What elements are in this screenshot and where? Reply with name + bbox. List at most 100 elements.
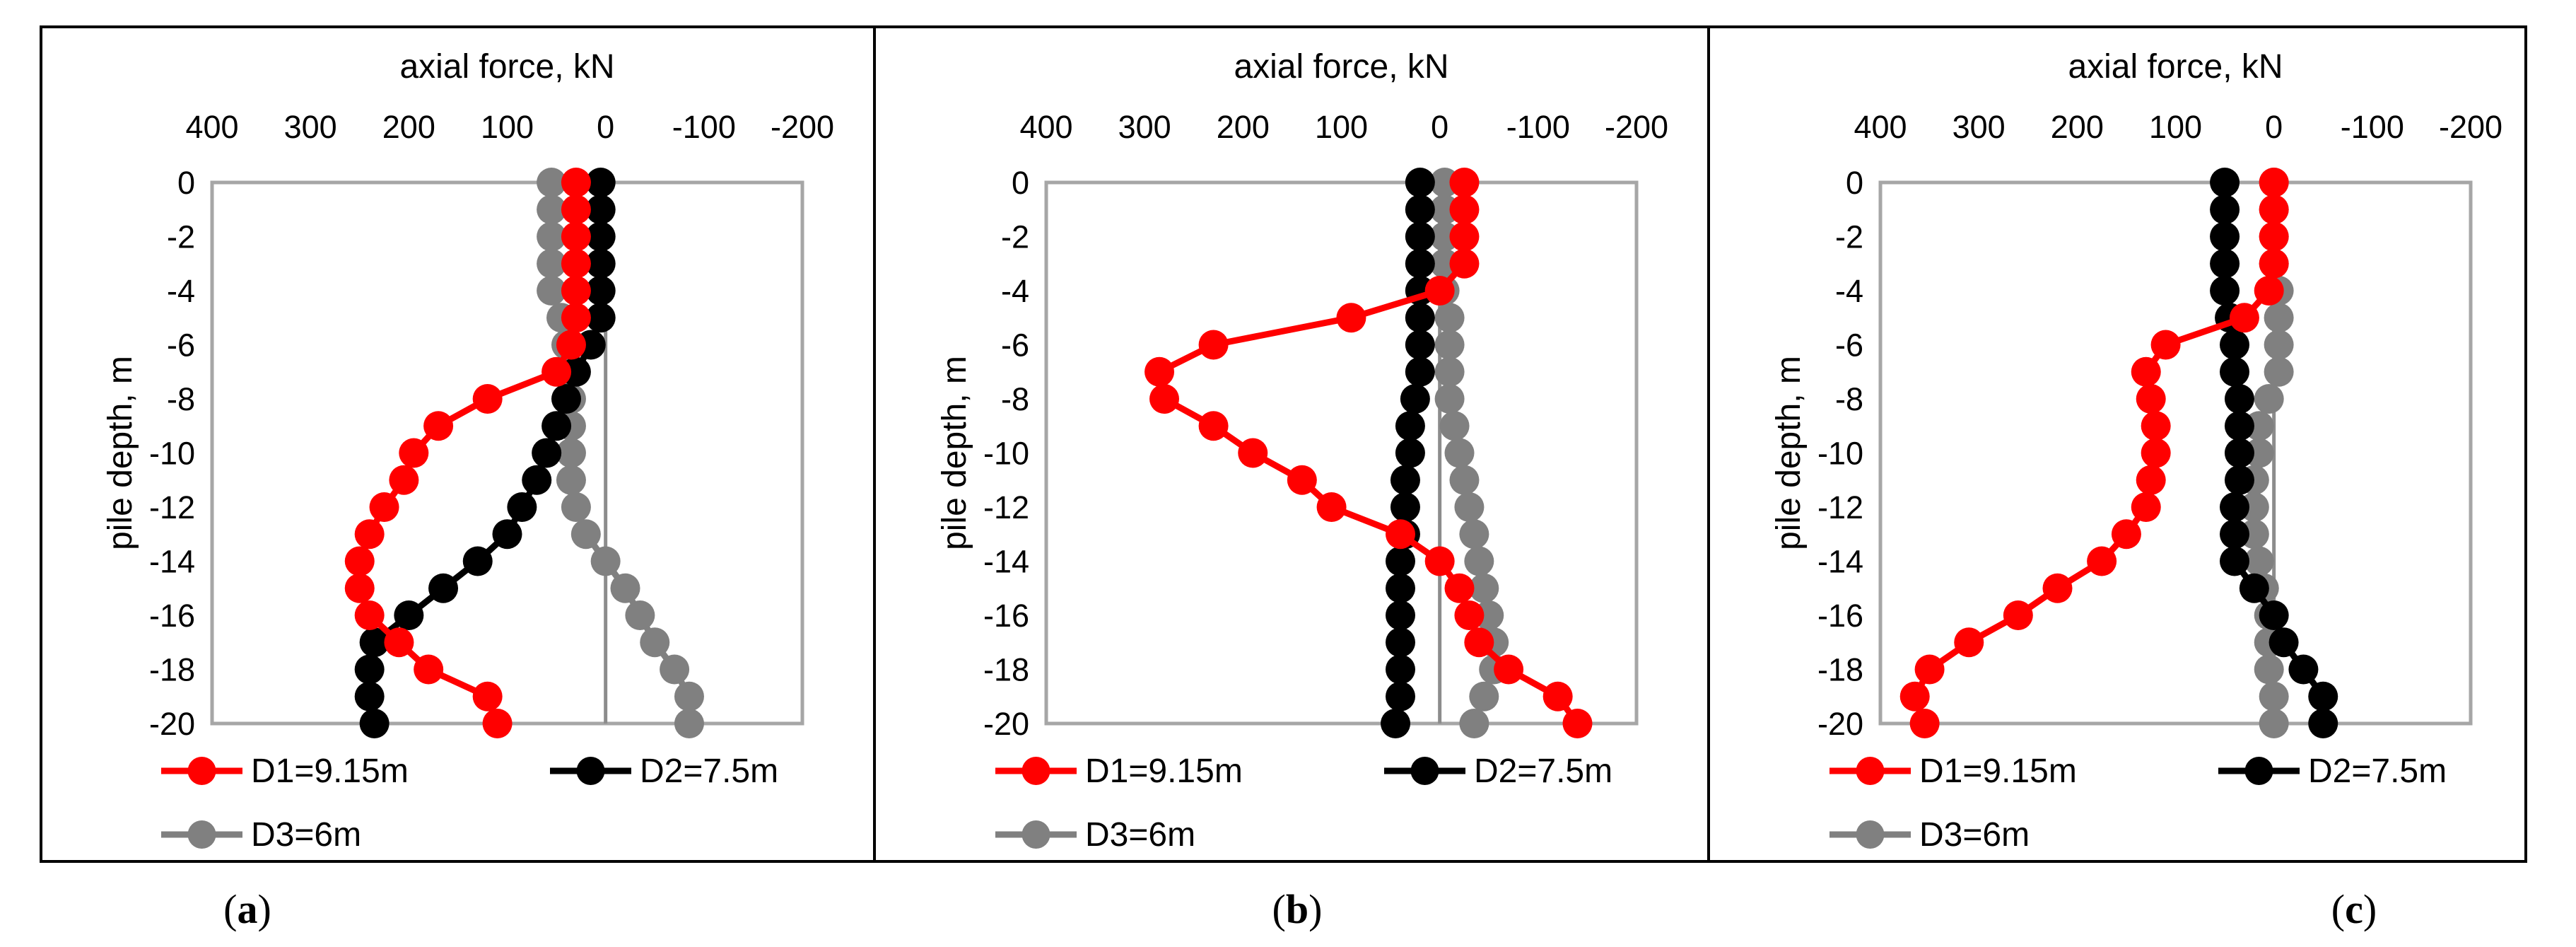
data-point [2210, 168, 2240, 197]
data-point [2210, 276, 2240, 306]
data-point [2224, 411, 2254, 441]
data-point [674, 681, 704, 711]
y-tick-label: -2 [1835, 219, 1863, 255]
data-point [2239, 573, 2269, 603]
legend-entry: D3=6m [995, 816, 1195, 854]
x-tick-label: -100 [1506, 109, 1570, 145]
data-point [1434, 384, 1465, 414]
y-tick-label: -20 [983, 706, 1029, 742]
legend-entry: D1=9.15m [1829, 753, 2077, 790]
caption-open: ( [1272, 886, 1286, 932]
data-point [1424, 276, 1455, 306]
data-point [1381, 709, 1411, 738]
y-tick-label: -14 [149, 544, 195, 580]
data-point [537, 194, 567, 225]
y-tick-label: -20 [149, 706, 195, 742]
data-point [1494, 654, 1524, 685]
data-point [2131, 492, 2161, 522]
data-point [1386, 681, 1415, 711]
data-point [537, 276, 567, 306]
data-point [1449, 221, 1480, 252]
data-point [1336, 303, 1366, 333]
data-point [1386, 546, 1415, 576]
y-tick-label: -12 [149, 489, 195, 525]
x-tick-label: 400 [1854, 109, 1907, 145]
data-point [551, 384, 581, 414]
data-point [556, 438, 586, 468]
legend-marker [1021, 820, 1050, 849]
x-tick-label: 200 [1217, 109, 1270, 145]
data-point [2264, 356, 2294, 387]
data-point [1198, 411, 1229, 441]
series-D2=7.5m [2210, 168, 2338, 738]
data-point [2141, 438, 2171, 468]
x-tick-label: 300 [1118, 109, 1171, 145]
panel-caption: (a) [223, 886, 271, 932]
data-point [354, 681, 385, 711]
y-axis-title: pile depth, m [936, 356, 973, 550]
data-point [1434, 303, 1465, 333]
legend-marker [576, 757, 605, 785]
data-point [1405, 330, 1435, 360]
data-point [532, 438, 562, 468]
data-point [625, 600, 655, 630]
x-tick-label: 0 [597, 109, 614, 145]
data-point [1454, 600, 1485, 630]
legend-label: D3=6m [1085, 816, 1195, 854]
y-tick-label: 0 [1012, 165, 1029, 201]
y-axis-title: pile depth, m [1770, 356, 1808, 550]
plot-area [1044, 180, 1639, 726]
data-point [1405, 168, 1435, 197]
data-point [561, 248, 591, 279]
data-point [1459, 519, 1489, 550]
data-point [1434, 330, 1465, 360]
data-point [2220, 546, 2249, 576]
y-tick-label: -10 [149, 436, 195, 472]
data-point [522, 465, 552, 495]
y-tick-label: -18 [1817, 652, 1863, 688]
data-point [2254, 276, 2284, 306]
data-point [1405, 356, 1435, 387]
data-point [1562, 709, 1593, 738]
x-tick-label: 300 [1953, 109, 2006, 145]
data-point [561, 221, 591, 252]
data-point [1386, 573, 1415, 603]
data-point [1899, 681, 1930, 711]
y-tick-label: -6 [1001, 327, 1029, 364]
data-point [1954, 627, 1984, 658]
data-point [561, 303, 591, 333]
series-D1=9.15m [344, 168, 591, 738]
data-point [1449, 465, 1480, 495]
data-point [585, 248, 616, 279]
data-point [2224, 384, 2254, 414]
legend-label: D2=7.5m [2308, 753, 2447, 790]
data-point [2264, 303, 2294, 333]
data-point [537, 248, 567, 279]
y-tick-label: 0 [177, 165, 195, 201]
y-tick-label: -12 [1817, 489, 1863, 525]
data-point [1444, 573, 1475, 603]
data-point [537, 168, 567, 197]
x-tick-label: 100 [481, 109, 534, 145]
data-point [2264, 330, 2294, 360]
data-point [472, 681, 503, 711]
data-point [492, 519, 522, 550]
legend-entry: D3=6m [161, 816, 361, 854]
legend-label: D3=6m [1919, 816, 2030, 854]
data-point [1909, 709, 1940, 738]
data-point [394, 600, 424, 630]
data-point [1424, 546, 1455, 576]
data-point [423, 411, 454, 441]
data-point [1464, 546, 1494, 576]
data-point [414, 654, 444, 685]
data-point [2224, 465, 2254, 495]
y-tick-label: -2 [167, 219, 195, 255]
data-point [1914, 654, 1945, 685]
data-point [2259, 168, 2289, 197]
y-tick-label: -4 [167, 273, 195, 309]
y-tick-label: -2 [1001, 219, 1029, 255]
data-point [2220, 330, 2249, 360]
data-point [1386, 519, 1415, 550]
data-point [1464, 627, 1494, 658]
